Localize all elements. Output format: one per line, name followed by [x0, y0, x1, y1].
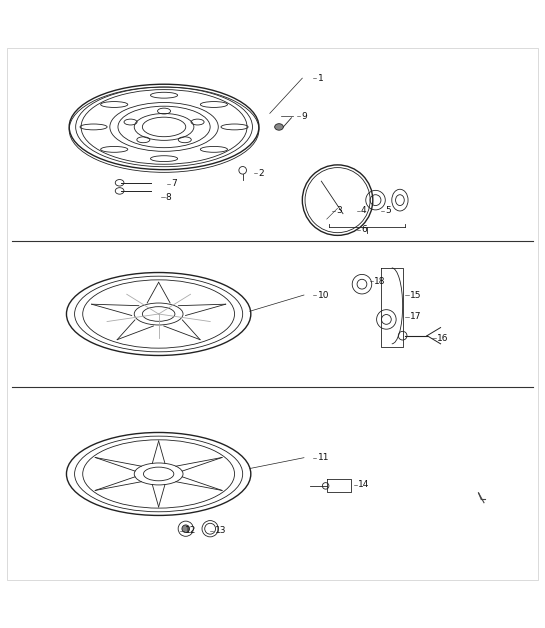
Text: 2: 2 — [258, 168, 263, 178]
Text: 7: 7 — [171, 180, 177, 188]
Text: 3: 3 — [336, 207, 342, 215]
Text: 5: 5 — [385, 207, 391, 215]
Text: 13: 13 — [215, 526, 226, 536]
Text: 1: 1 — [318, 73, 323, 83]
Text: 15: 15 — [410, 291, 421, 300]
Ellipse shape — [275, 124, 283, 130]
Text: 11: 11 — [318, 453, 329, 462]
Ellipse shape — [182, 525, 190, 533]
Text: 14: 14 — [358, 480, 370, 489]
Text: 16: 16 — [437, 334, 449, 343]
Text: 9: 9 — [301, 112, 307, 121]
Text: 12: 12 — [185, 526, 196, 536]
Text: 8: 8 — [166, 193, 172, 202]
Text: 6: 6 — [361, 225, 367, 234]
Text: 18: 18 — [374, 277, 386, 286]
Text: 17: 17 — [410, 312, 421, 321]
Text: 10: 10 — [318, 291, 329, 300]
Text: 4: 4 — [361, 207, 366, 215]
